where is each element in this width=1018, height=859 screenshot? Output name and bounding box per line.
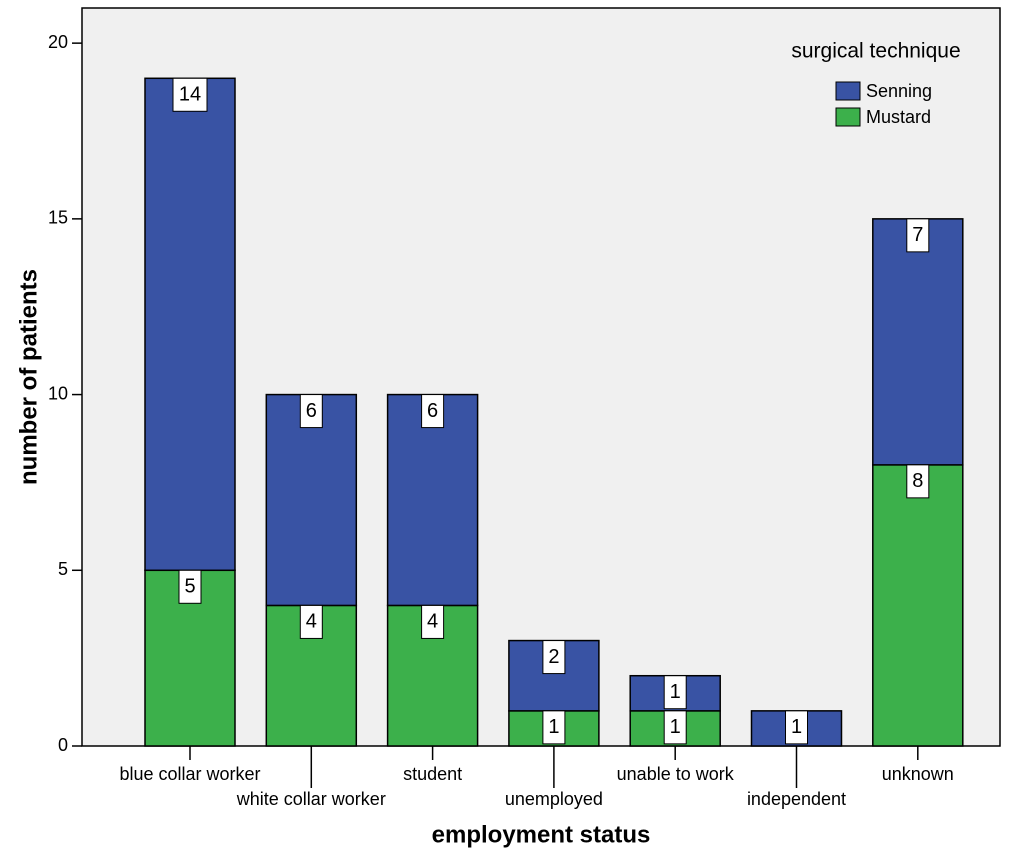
y-tick-label: 0 xyxy=(58,735,68,755)
legend-title: surgical technique xyxy=(791,40,960,63)
value-label: 1 xyxy=(791,716,802,738)
y-tick-label: 15 xyxy=(48,208,68,228)
value-label: 14 xyxy=(179,84,201,106)
value-label: 5 xyxy=(184,576,195,598)
bar-segment xyxy=(265,393,358,607)
value-label: 2 xyxy=(548,646,559,668)
value-label-box xyxy=(421,394,445,429)
y-tick-label: 5 xyxy=(58,559,68,579)
legend-label: Mustard xyxy=(866,107,931,127)
value-label: 8 xyxy=(912,470,923,492)
y-tick-label: 10 xyxy=(48,383,68,403)
x-axis-title: employment status xyxy=(432,821,651,848)
x-tick-label: student xyxy=(403,764,462,784)
value-label: 4 xyxy=(427,611,438,633)
value-label-box xyxy=(542,710,566,745)
value-label-box xyxy=(178,569,202,604)
y-tick-label: 20 xyxy=(48,32,68,52)
value-label: 6 xyxy=(306,400,317,422)
value-label-box xyxy=(542,640,566,675)
value-label: 4 xyxy=(306,611,317,633)
value-label: 6 xyxy=(427,400,438,422)
bar-segment xyxy=(872,218,964,466)
x-tick-label: unemployed xyxy=(505,789,603,809)
x-tick-label: white collar worker xyxy=(236,789,386,809)
x-tick-label: unable to work xyxy=(617,764,735,784)
bar-segment xyxy=(144,77,236,572)
value-label: 1 xyxy=(548,716,559,738)
x-tick-label: blue collar worker xyxy=(119,764,260,784)
value-label: 1 xyxy=(670,716,681,738)
value-label-box xyxy=(906,464,930,499)
bar-segment xyxy=(872,464,964,747)
value-label-box xyxy=(421,604,445,639)
value-label: 1 xyxy=(670,681,681,703)
value-label-box xyxy=(785,710,808,745)
legend-swatch xyxy=(835,81,861,101)
x-tick-label: unknown xyxy=(882,764,954,784)
value-label-box xyxy=(172,77,208,112)
value-label-box xyxy=(299,604,323,639)
value-label-box xyxy=(663,710,687,745)
x-tick-label: independent xyxy=(747,789,846,809)
value-label-box xyxy=(663,675,687,710)
value-label: 7 xyxy=(912,224,923,246)
legend-label: Senning xyxy=(866,81,932,101)
value-label-box xyxy=(299,394,323,429)
legend-swatch xyxy=(835,107,861,127)
value-label-box xyxy=(906,218,930,253)
y-axis-title: number of patients xyxy=(15,269,42,485)
